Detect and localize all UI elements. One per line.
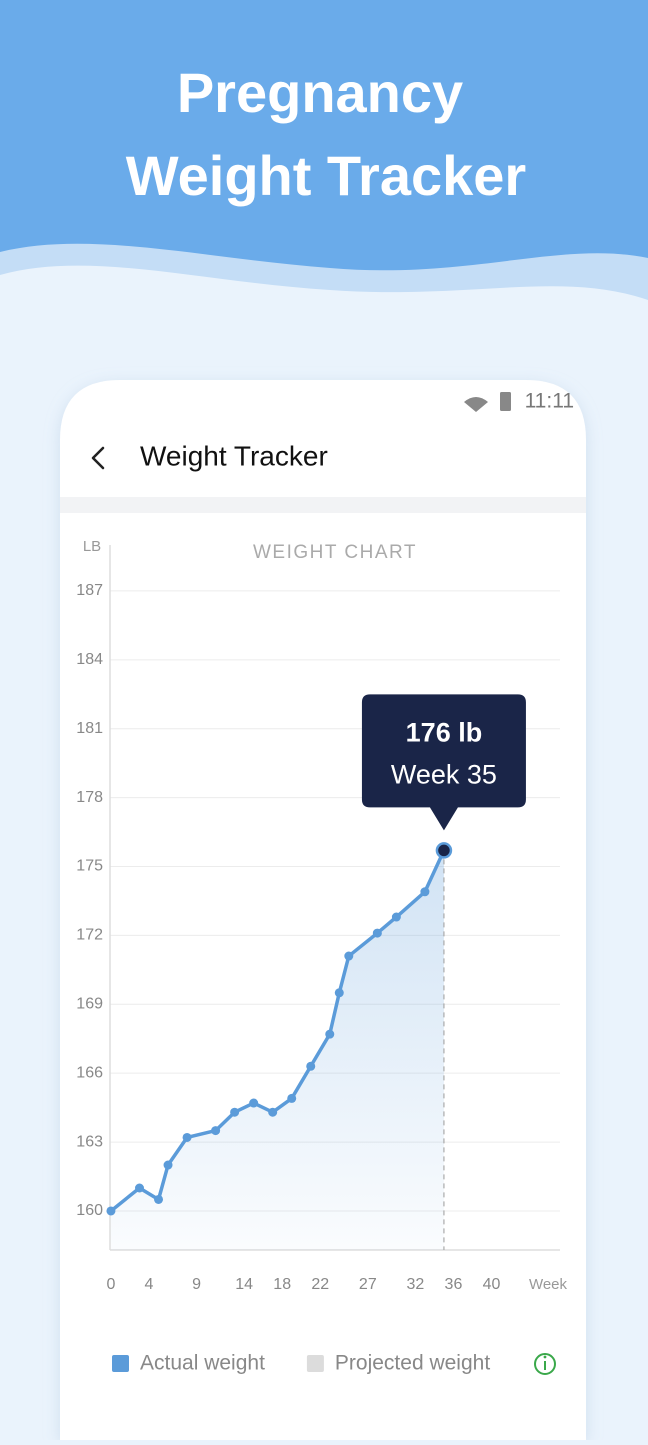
x-tick-label: 32 bbox=[406, 1276, 424, 1293]
y-tick-label: 160 bbox=[76, 1202, 103, 1219]
header-band bbox=[0, 0, 648, 271]
point bbox=[268, 1107, 278, 1117]
point bbox=[106, 1206, 116, 1216]
legend-swatch bbox=[112, 1355, 129, 1372]
point bbox=[344, 951, 354, 961]
point bbox=[435, 842, 453, 859]
header-title: Weight Tracker bbox=[126, 144, 526, 207]
point bbox=[154, 1194, 164, 1204]
x-tick-label: 9 bbox=[192, 1276, 201, 1293]
chart-title: WEIGHT CHART bbox=[253, 542, 417, 563]
x-axis-label: Week bbox=[529, 1276, 568, 1293]
y-tick-label: 163 bbox=[76, 1133, 103, 1150]
x-tick-label: 27 bbox=[359, 1276, 377, 1293]
y-axis-label: LB bbox=[83, 538, 101, 555]
x-tick-label: 14 bbox=[235, 1276, 253, 1293]
x-tick-label: 18 bbox=[273, 1276, 291, 1293]
y-tick-label: 187 bbox=[76, 582, 103, 599]
point bbox=[211, 1126, 221, 1136]
status-time: 11:11 bbox=[525, 390, 574, 413]
x-tick-label: 36 bbox=[445, 1276, 463, 1293]
point bbox=[163, 1160, 173, 1170]
legend-swatch bbox=[306, 1355, 324, 1372]
point bbox=[134, 1183, 144, 1193]
wifi-icon bbox=[464, 397, 488, 412]
y-tick-label: 175 bbox=[76, 858, 103, 875]
battery-icon bbox=[500, 392, 511, 411]
back-button[interactable] bbox=[91, 446, 105, 470]
app-bar-title: Weight Tracker bbox=[140, 440, 328, 471]
x-tick-label: 22 bbox=[311, 1276, 329, 1293]
tooltip-value: 176 lb bbox=[406, 718, 483, 748]
y-tick-label: 172 bbox=[76, 927, 103, 944]
legend-label: Actual weight bbox=[140, 1352, 265, 1375]
y-tick-label: 181 bbox=[76, 720, 103, 737]
point bbox=[306, 1061, 316, 1071]
point bbox=[182, 1132, 192, 1142]
point bbox=[230, 1107, 240, 1117]
y-tick-label: 166 bbox=[76, 1064, 103, 1081]
x-tick-label: 4 bbox=[145, 1276, 154, 1293]
point bbox=[287, 1093, 297, 1103]
point bbox=[391, 912, 401, 922]
point bbox=[334, 988, 344, 998]
divider bbox=[60, 497, 586, 513]
point bbox=[249, 1098, 259, 1108]
info-icon-dot bbox=[543, 1355, 547, 1359]
x-tick-label: 40 bbox=[483, 1276, 501, 1293]
header-title: Pregnancy bbox=[177, 61, 463, 124]
point bbox=[420, 887, 430, 897]
info-icon bbox=[534, 1353, 556, 1375]
y-tick-label: 169 bbox=[76, 996, 103, 1013]
x-tick-label: 0 bbox=[106, 1276, 115, 1293]
point bbox=[325, 1029, 335, 1039]
y-tick-label: 178 bbox=[76, 789, 103, 806]
chart: WEIGHT CHART LB Week 160 163 166 169 172 175 178 1… bbox=[76, 538, 568, 1375]
tooltip bbox=[361, 694, 526, 831]
legend-label: Projected weight bbox=[335, 1352, 490, 1375]
y-tick-label: 184 bbox=[76, 651, 103, 668]
point bbox=[372, 928, 382, 938]
area bbox=[110, 850, 444, 1250]
tooltip-week: Week 35 bbox=[391, 760, 497, 790]
